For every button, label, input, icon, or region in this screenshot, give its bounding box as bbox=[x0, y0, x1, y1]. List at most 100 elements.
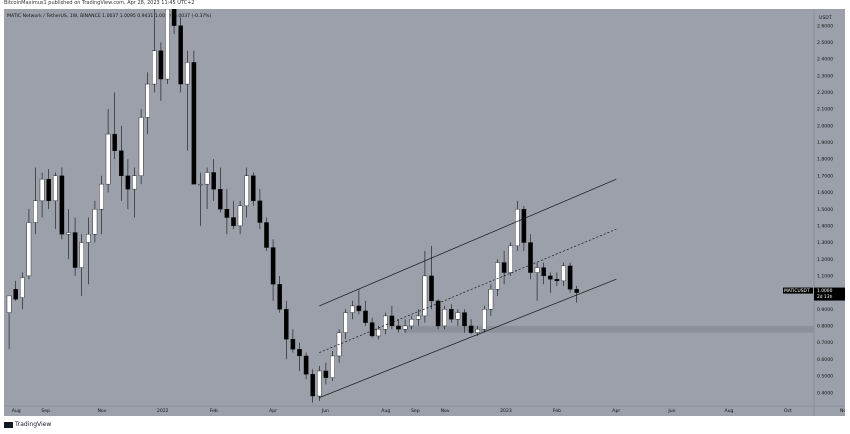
candle-up bbox=[151, 50, 157, 85]
candle-up bbox=[132, 175, 137, 190]
candle-down bbox=[303, 355, 309, 375]
candle-up bbox=[442, 309, 448, 327]
x-tick-label: Nov bbox=[840, 408, 845, 414]
candle-down bbox=[125, 175, 131, 190]
x-tick-label: Sep bbox=[41, 408, 50, 414]
candle-down bbox=[548, 275, 553, 280]
y-tick-label: 1.4000 bbox=[817, 223, 833, 229]
x-tick-label: Aug bbox=[12, 408, 21, 414]
candle-down bbox=[567, 265, 573, 290]
candle-up bbox=[488, 289, 494, 310]
candle-up bbox=[482, 309, 487, 330]
candle-down bbox=[118, 150, 124, 177]
candle-up bbox=[204, 172, 210, 185]
x-tick-label: Aug bbox=[381, 408, 390, 414]
x-tick-label: 2022 bbox=[157, 408, 169, 414]
candle-up bbox=[330, 355, 335, 378]
candle-up bbox=[105, 133, 111, 185]
candle-up bbox=[79, 242, 84, 268]
tradingview-logo: TradingView bbox=[4, 421, 51, 428]
candle-down bbox=[257, 200, 263, 223]
candle-down bbox=[389, 315, 395, 327]
x-tick-label: Nov bbox=[98, 408, 107, 414]
candle-down bbox=[501, 262, 507, 273]
candle-down bbox=[250, 175, 256, 202]
candle-down bbox=[310, 374, 316, 397]
candle-down bbox=[224, 208, 230, 218]
tv-brand-text: TradingView bbox=[15, 421, 52, 428]
candle-up bbox=[515, 208, 520, 247]
candle-up bbox=[317, 370, 322, 397]
candle-up bbox=[343, 312, 349, 333]
candle-up bbox=[198, 183, 203, 186]
y-tick-label: 0.4000 bbox=[817, 390, 833, 396]
y-tick-label: 0.7000 bbox=[817, 340, 833, 346]
x-tick-label: Oct bbox=[784, 408, 792, 414]
y-tick-label: 2.3000 bbox=[817, 73, 833, 79]
y-tick-label: 0.5000 bbox=[817, 374, 833, 380]
y-tick-label: 1.2000 bbox=[817, 257, 833, 263]
candle-up bbox=[383, 315, 388, 330]
candle-down bbox=[178, 25, 184, 85]
x-tick-label: Jun bbox=[667, 408, 675, 414]
candle-up bbox=[376, 329, 382, 337]
candle-down bbox=[264, 222, 269, 248]
candle-up bbox=[145, 83, 151, 118]
price-label-countdown: 2d 13h bbox=[817, 294, 833, 300]
candle-down bbox=[191, 62, 197, 185]
channel-top-line bbox=[319, 178, 617, 307]
y-tick-label: 1.6000 bbox=[817, 190, 833, 196]
candle-up bbox=[184, 62, 190, 85]
y-tick-label: 1.7000 bbox=[817, 173, 833, 179]
x-tick-label: Sep bbox=[411, 408, 420, 414]
x-tick-label: Feb bbox=[210, 408, 218, 414]
candle-up bbox=[475, 329, 481, 333]
candle-down bbox=[72, 232, 78, 268]
candle-up bbox=[33, 200, 38, 223]
candle-down bbox=[369, 322, 375, 337]
chart-area[interactable]: MATIC Network / TetherUS, 1W, BINANCE 1.… bbox=[4, 9, 845, 416]
candle-up bbox=[495, 262, 500, 290]
candle-down bbox=[449, 309, 454, 320]
x-tick-label: Apr bbox=[612, 408, 620, 414]
candle-down bbox=[270, 247, 276, 285]
candle-up bbox=[138, 117, 144, 177]
candle-up bbox=[26, 222, 32, 277]
candle-down bbox=[462, 312, 467, 327]
x-tick-label: Apr bbox=[269, 408, 277, 414]
candle-up bbox=[422, 275, 428, 317]
y-tick-label: 1.8000 bbox=[817, 157, 833, 163]
y-tick-label: 1.9000 bbox=[817, 140, 833, 146]
channel-bottom-line bbox=[319, 278, 617, 398]
candle-up bbox=[508, 245, 514, 273]
price-label-symbol-box bbox=[783, 287, 813, 294]
candle-up bbox=[455, 312, 461, 320]
y-tick-label: 1.1000 bbox=[817, 273, 833, 279]
candle-up bbox=[350, 305, 355, 313]
candle-down bbox=[297, 349, 302, 357]
candle-down bbox=[396, 325, 401, 330]
symbol-header: MATIC Network / TetherUS, 1W, BINANCE 1.… bbox=[7, 13, 212, 19]
candlestick-chart[interactable]: MATIC Network / TetherUS, 1W, BINANCE 1.… bbox=[4, 9, 845, 416]
currency-label: USDT bbox=[819, 15, 832, 21]
candle-down bbox=[277, 284, 283, 310]
candle-up bbox=[6, 295, 12, 313]
candle-down bbox=[290, 339, 296, 350]
candle-down bbox=[356, 305, 362, 312]
price-label-value: 1.0000 bbox=[817, 288, 833, 294]
candle-up bbox=[66, 232, 71, 235]
candle-down bbox=[284, 309, 289, 340]
price-label-box bbox=[814, 287, 845, 301]
candle-up bbox=[20, 277, 25, 298]
x-tick-label: Nov bbox=[441, 408, 450, 414]
candle-down bbox=[521, 208, 527, 243]
candle-up bbox=[561, 265, 566, 282]
y-tick-label: 2.2000 bbox=[817, 90, 833, 96]
candle-up bbox=[416, 315, 421, 320]
x-tick-label: Feb bbox=[553, 408, 561, 414]
candle-down bbox=[171, 9, 177, 26]
candle-down bbox=[541, 267, 546, 277]
candle-up bbox=[409, 319, 415, 327]
price-axis-bg bbox=[814, 9, 845, 416]
y-tick-label: 2.5000 bbox=[817, 40, 833, 46]
